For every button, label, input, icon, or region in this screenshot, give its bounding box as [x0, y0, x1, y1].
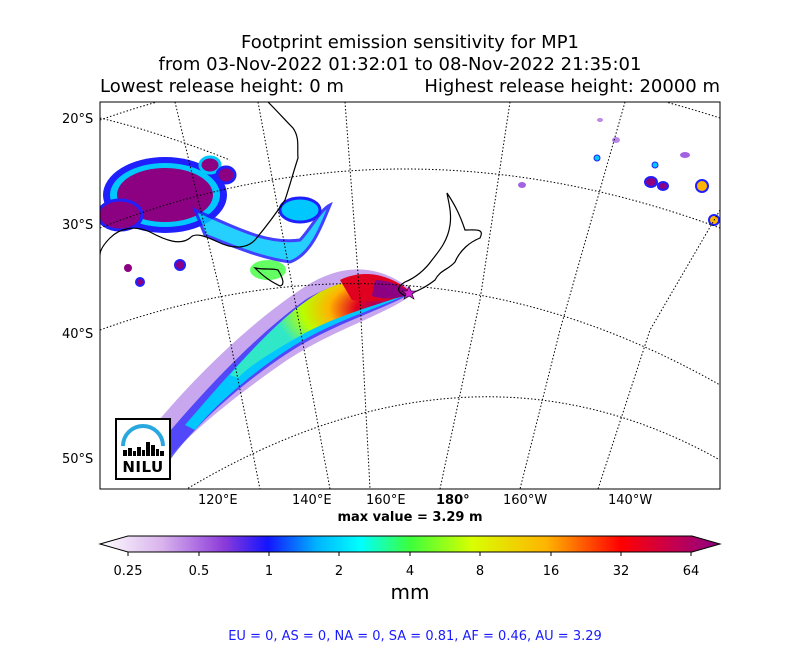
colorbar-tick: 1 — [264, 564, 274, 579]
lat-label-40s: 40°S — [62, 327, 94, 342]
max-value-label: max value = 3.29 m — [337, 510, 483, 525]
lon-label-160e: 160°E — [366, 493, 406, 508]
plot-title: Footprint emission sensitivity for MP1 — [240, 32, 579, 53]
nilu-logo-icon — [121, 424, 165, 456]
nilu-logo: NILU — [115, 418, 171, 480]
nilu-logo-text: NILU — [122, 458, 164, 476]
lon-label-180: 180° — [436, 493, 470, 508]
lat-label-30s: 30°S — [62, 218, 94, 233]
footprint-blobs-pacific — [518, 118, 720, 226]
map-area — [100, 102, 720, 489]
highest-release-height: Highest release height: 20000 m — [424, 76, 720, 97]
colorbar-tick: 0.5 — [188, 564, 210, 579]
lowest-release-height: Lowest release height: 0 m — [100, 76, 344, 97]
coastlines — [100, 102, 482, 297]
map-frame — [99, 101, 721, 490]
source-marker-icon — [401, 285, 417, 300]
graticule — [100, 102, 720, 489]
lat-label-50s: 50°S — [62, 452, 94, 467]
footprint-blobs-australia — [100, 155, 333, 287]
colorbar-tick: 64 — [682, 564, 700, 579]
colorbar-tick: 8 — [475, 564, 485, 579]
lon-label-160w: 160°W — [503, 493, 548, 508]
lon-label-140e: 140°E — [292, 493, 332, 508]
footprint-plume — [120, 269, 415, 480]
region-summary: EU = 0, AS = 0, NA = 0, SA = 0.81, AF = … — [228, 629, 602, 644]
colorbar-unit: mm — [390, 580, 430, 604]
colorbar-tick: 0.25 — [113, 564, 143, 579]
plot-time-range: from 03-Nov-2022 01:32:01 to 08-Nov-2022… — [158, 54, 642, 75]
colorbar-tick: 32 — [612, 564, 630, 579]
colorbar — [98, 535, 722, 556]
lon-label-140w: 140°W — [608, 493, 653, 508]
lat-label-20s: 20°S — [62, 112, 94, 127]
lon-label-120e: 120°E — [198, 493, 238, 508]
colorbar-tick: 2 — [334, 564, 344, 579]
colorbar-tick: 4 — [405, 564, 415, 579]
colorbar-tick: 16 — [542, 564, 560, 579]
